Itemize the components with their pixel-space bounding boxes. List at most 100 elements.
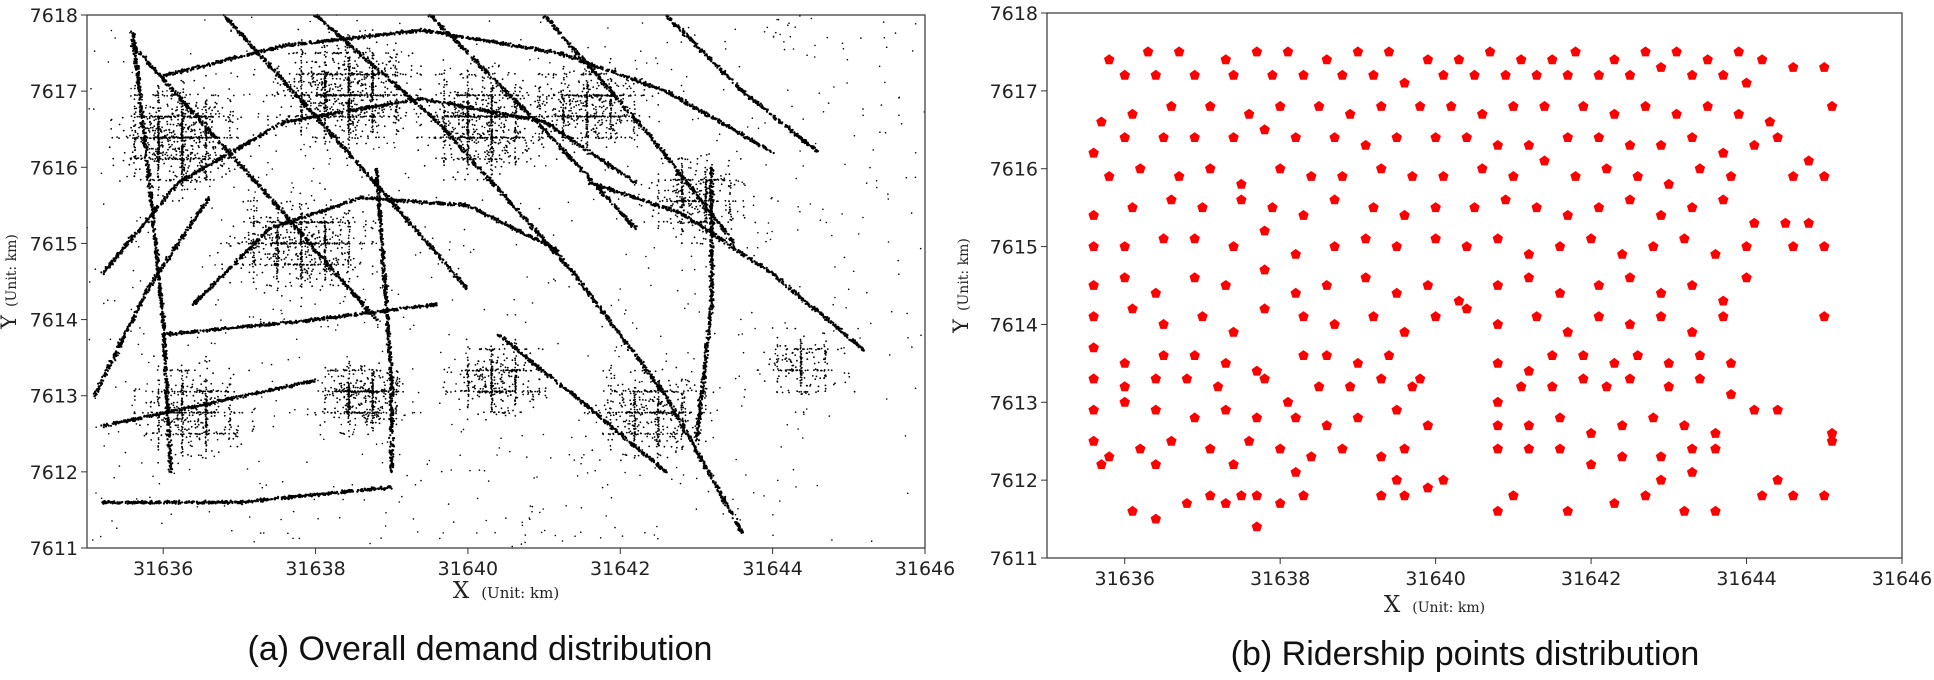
demand-point: [631, 116, 634, 119]
demand-point: [724, 495, 727, 498]
demand-point: [380, 103, 383, 106]
demand-point: [401, 213, 404, 216]
demand-point: [385, 194, 389, 197]
demand-point: [453, 275, 456, 278]
demand-point: [476, 167, 479, 170]
demand-point: [236, 29, 239, 32]
demand-point: [261, 55, 264, 58]
demand-point: [162, 80, 166, 83]
demand-point: [207, 131, 210, 135]
demand-point: [582, 283, 586, 286]
demand-point: [264, 60, 267, 63]
demand-point: [281, 207, 284, 210]
demand-point: [477, 60, 480, 64]
demand-point: [516, 207, 519, 210]
demand-point: [517, 211, 520, 214]
demand-point: [665, 156, 668, 159]
demand-point: [249, 246, 252, 249]
demand-point: [319, 255, 322, 258]
demand-point: [433, 249, 436, 252]
demand-point: [316, 16, 319, 19]
demand-point: [601, 311, 604, 314]
demand-point: [243, 38, 246, 41]
demand-point: [332, 112, 335, 115]
demand-point: [130, 239, 133, 242]
demand-point: [610, 203, 614, 206]
demand-point: [296, 228, 299, 231]
demand-point: [524, 109, 527, 112]
demand-point: [320, 122, 323, 125]
demand-point: [282, 82, 285, 85]
demand-point: [588, 292, 591, 295]
demand-point: [702, 202, 705, 205]
demand-point: [444, 262, 447, 265]
demand-point: [362, 57, 365, 60]
demand-point: [591, 294, 595, 298]
demand-point: [404, 215, 407, 219]
demand-point: [712, 474, 715, 477]
demand-point: [605, 87, 608, 90]
demand-point: [127, 240, 131, 243]
demand-point: [394, 205, 397, 208]
demand-point: [246, 40, 249, 43]
demand-point: [595, 301, 598, 305]
demand-point: [544, 122, 548, 125]
demand-point: [518, 116, 522, 119]
demand-point: [553, 129, 556, 132]
demand-point: [155, 209, 158, 212]
demand-point: [169, 189, 172, 192]
demand-point: [271, 125, 274, 129]
demand-point: [697, 452, 700, 456]
demand-point: [410, 95, 413, 98]
demand-point: [198, 170, 201, 173]
demand-point: [449, 269, 452, 273]
demand-point: [507, 201, 510, 204]
demand-point: [604, 314, 607, 317]
demand-point: [453, 273, 456, 276]
demand-point: [708, 474, 711, 477]
demand-point: [286, 120, 289, 123]
demand-point: [162, 197, 166, 200]
demand-point: [613, 325, 616, 328]
demand-point: [317, 119, 320, 122]
demand-point: [493, 182, 496, 186]
demand-point: [233, 149, 236, 152]
demand-point: [437, 255, 441, 258]
demand-point: [430, 247, 434, 250]
demand-point: [242, 169, 246, 172]
demand-point: [569, 158, 572, 161]
demand-point: [417, 232, 421, 235]
demand-point: [351, 110, 355, 113]
demand-point: [335, 140, 339, 143]
demand-point: [599, 158, 602, 161]
demand-point: [361, 109, 364, 112]
demand-point: [695, 196, 699, 200]
demand-point: [147, 60, 150, 63]
demand-point: [535, 227, 538, 230]
demand-point: [538, 233, 542, 236]
demand-point: [464, 50, 468, 53]
demand-point: [435, 251, 438, 254]
demand-point: [566, 264, 569, 267]
demand-point: [410, 100, 413, 103]
demand-point: [537, 232, 540, 236]
demand-point: [640, 359, 643, 362]
demand-point: [409, 223, 413, 226]
demand-point: [446, 264, 450, 267]
demand-point: [165, 193, 169, 196]
demand-point: [431, 97, 434, 101]
demand-point: [626, 340, 629, 343]
demand-point: [630, 111, 633, 115]
demand-point: [464, 288, 468, 291]
demand-point: [656, 144, 660, 147]
demand-point: [220, 143, 223, 146]
demand-point: [523, 106, 526, 109]
demand-point: [717, 486, 720, 489]
demand-point: [725, 230, 728, 233]
demand-point: [577, 143, 580, 146]
demand-point: [601, 192, 604, 195]
demand-point: [215, 161, 218, 164]
demand-point: [192, 171, 195, 174]
demand-point: [244, 251, 247, 254]
demand-point: [431, 245, 434, 248]
